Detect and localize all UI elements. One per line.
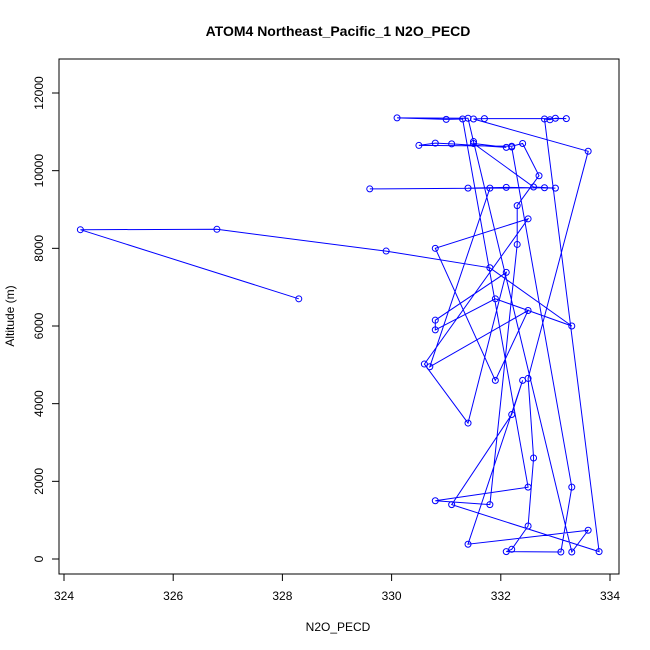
- data-point: [502, 548, 510, 556]
- data-point: [431, 316, 439, 324]
- data-point: [491, 376, 499, 384]
- data-point: [535, 172, 543, 180]
- data-point: [442, 115, 450, 123]
- data-point: [513, 240, 521, 248]
- data-point: [540, 184, 548, 192]
- data-point: [486, 184, 494, 192]
- data-point: [508, 143, 516, 151]
- data-point: [568, 548, 576, 556]
- data-point: [524, 374, 532, 382]
- data-point: [431, 497, 439, 505]
- data-point: [557, 548, 565, 556]
- data-point: [502, 268, 510, 276]
- data-point: [513, 202, 521, 210]
- y-tick-label: 12000: [32, 76, 46, 110]
- data-point: [524, 522, 532, 530]
- data-point: [464, 184, 472, 192]
- data-point: [584, 147, 592, 155]
- data-point: [431, 139, 439, 147]
- data-point: [568, 322, 576, 330]
- data-point: [524, 483, 532, 491]
- x-tick-label: 334: [600, 589, 620, 603]
- data-point: [470, 115, 477, 123]
- data-point: [568, 483, 576, 491]
- data-point: [393, 114, 401, 122]
- x-tick-label: 324: [54, 589, 74, 603]
- x-tick-label: 326: [163, 589, 183, 603]
- data-point: [464, 540, 472, 548]
- data-point: [448, 501, 456, 509]
- x-axis: 324 326 328 330 332 334: [54, 573, 620, 603]
- data-point: [584, 526, 592, 534]
- data-point: [491, 295, 499, 303]
- x-tick-label: 332: [491, 589, 511, 603]
- data-point: [508, 411, 516, 419]
- y-tick-label: 4000: [32, 390, 46, 417]
- data-point: [524, 215, 532, 223]
- x-tick-label: 330: [382, 589, 402, 603]
- data-point: [595, 548, 603, 556]
- data-point: [426, 363, 434, 371]
- data-point: [551, 184, 559, 192]
- data-point: [530, 454, 538, 462]
- y-tick-label: 0: [32, 555, 46, 562]
- data-point: [420, 360, 428, 368]
- data-point: [213, 225, 221, 233]
- series-line: [80, 117, 600, 554]
- y-axis-label: Altitude (m): [3, 285, 17, 346]
- data-point: [486, 264, 494, 272]
- y-tick-label: 6000: [32, 312, 46, 339]
- y-tick-label: 8000: [32, 235, 46, 262]
- y-tick-label: 10000: [32, 154, 46, 188]
- data-point: [295, 295, 303, 303]
- chart-title: ATOM4 Northeast_Pacific_1 N2O_PECD: [206, 23, 471, 39]
- data-point: [470, 139, 477, 147]
- data-point: [551, 114, 559, 122]
- data-point: [431, 326, 439, 334]
- data-point: [530, 183, 538, 191]
- x-axis-label: N2O_PECD: [306, 620, 371, 634]
- x-tick-label: 328: [272, 589, 292, 603]
- data-point: [448, 140, 456, 148]
- data-point: [366, 185, 374, 193]
- data-point: [470, 138, 477, 146]
- data-point: [431, 244, 439, 252]
- y-tick-label: 2000: [32, 468, 46, 495]
- data-point: [562, 115, 570, 123]
- data-point: [382, 247, 390, 255]
- series-layer: [76, 114, 603, 556]
- data-point: [480, 115, 488, 123]
- data-point: [486, 501, 494, 509]
- data-point: [524, 306, 532, 314]
- data-point: [415, 141, 423, 149]
- y-axis: 0 2000 4000 6000 8000 10000 12000: [32, 76, 60, 562]
- data-point: [502, 183, 510, 191]
- data-point: [464, 419, 472, 427]
- data-point: [519, 139, 527, 147]
- data-point: [76, 226, 84, 234]
